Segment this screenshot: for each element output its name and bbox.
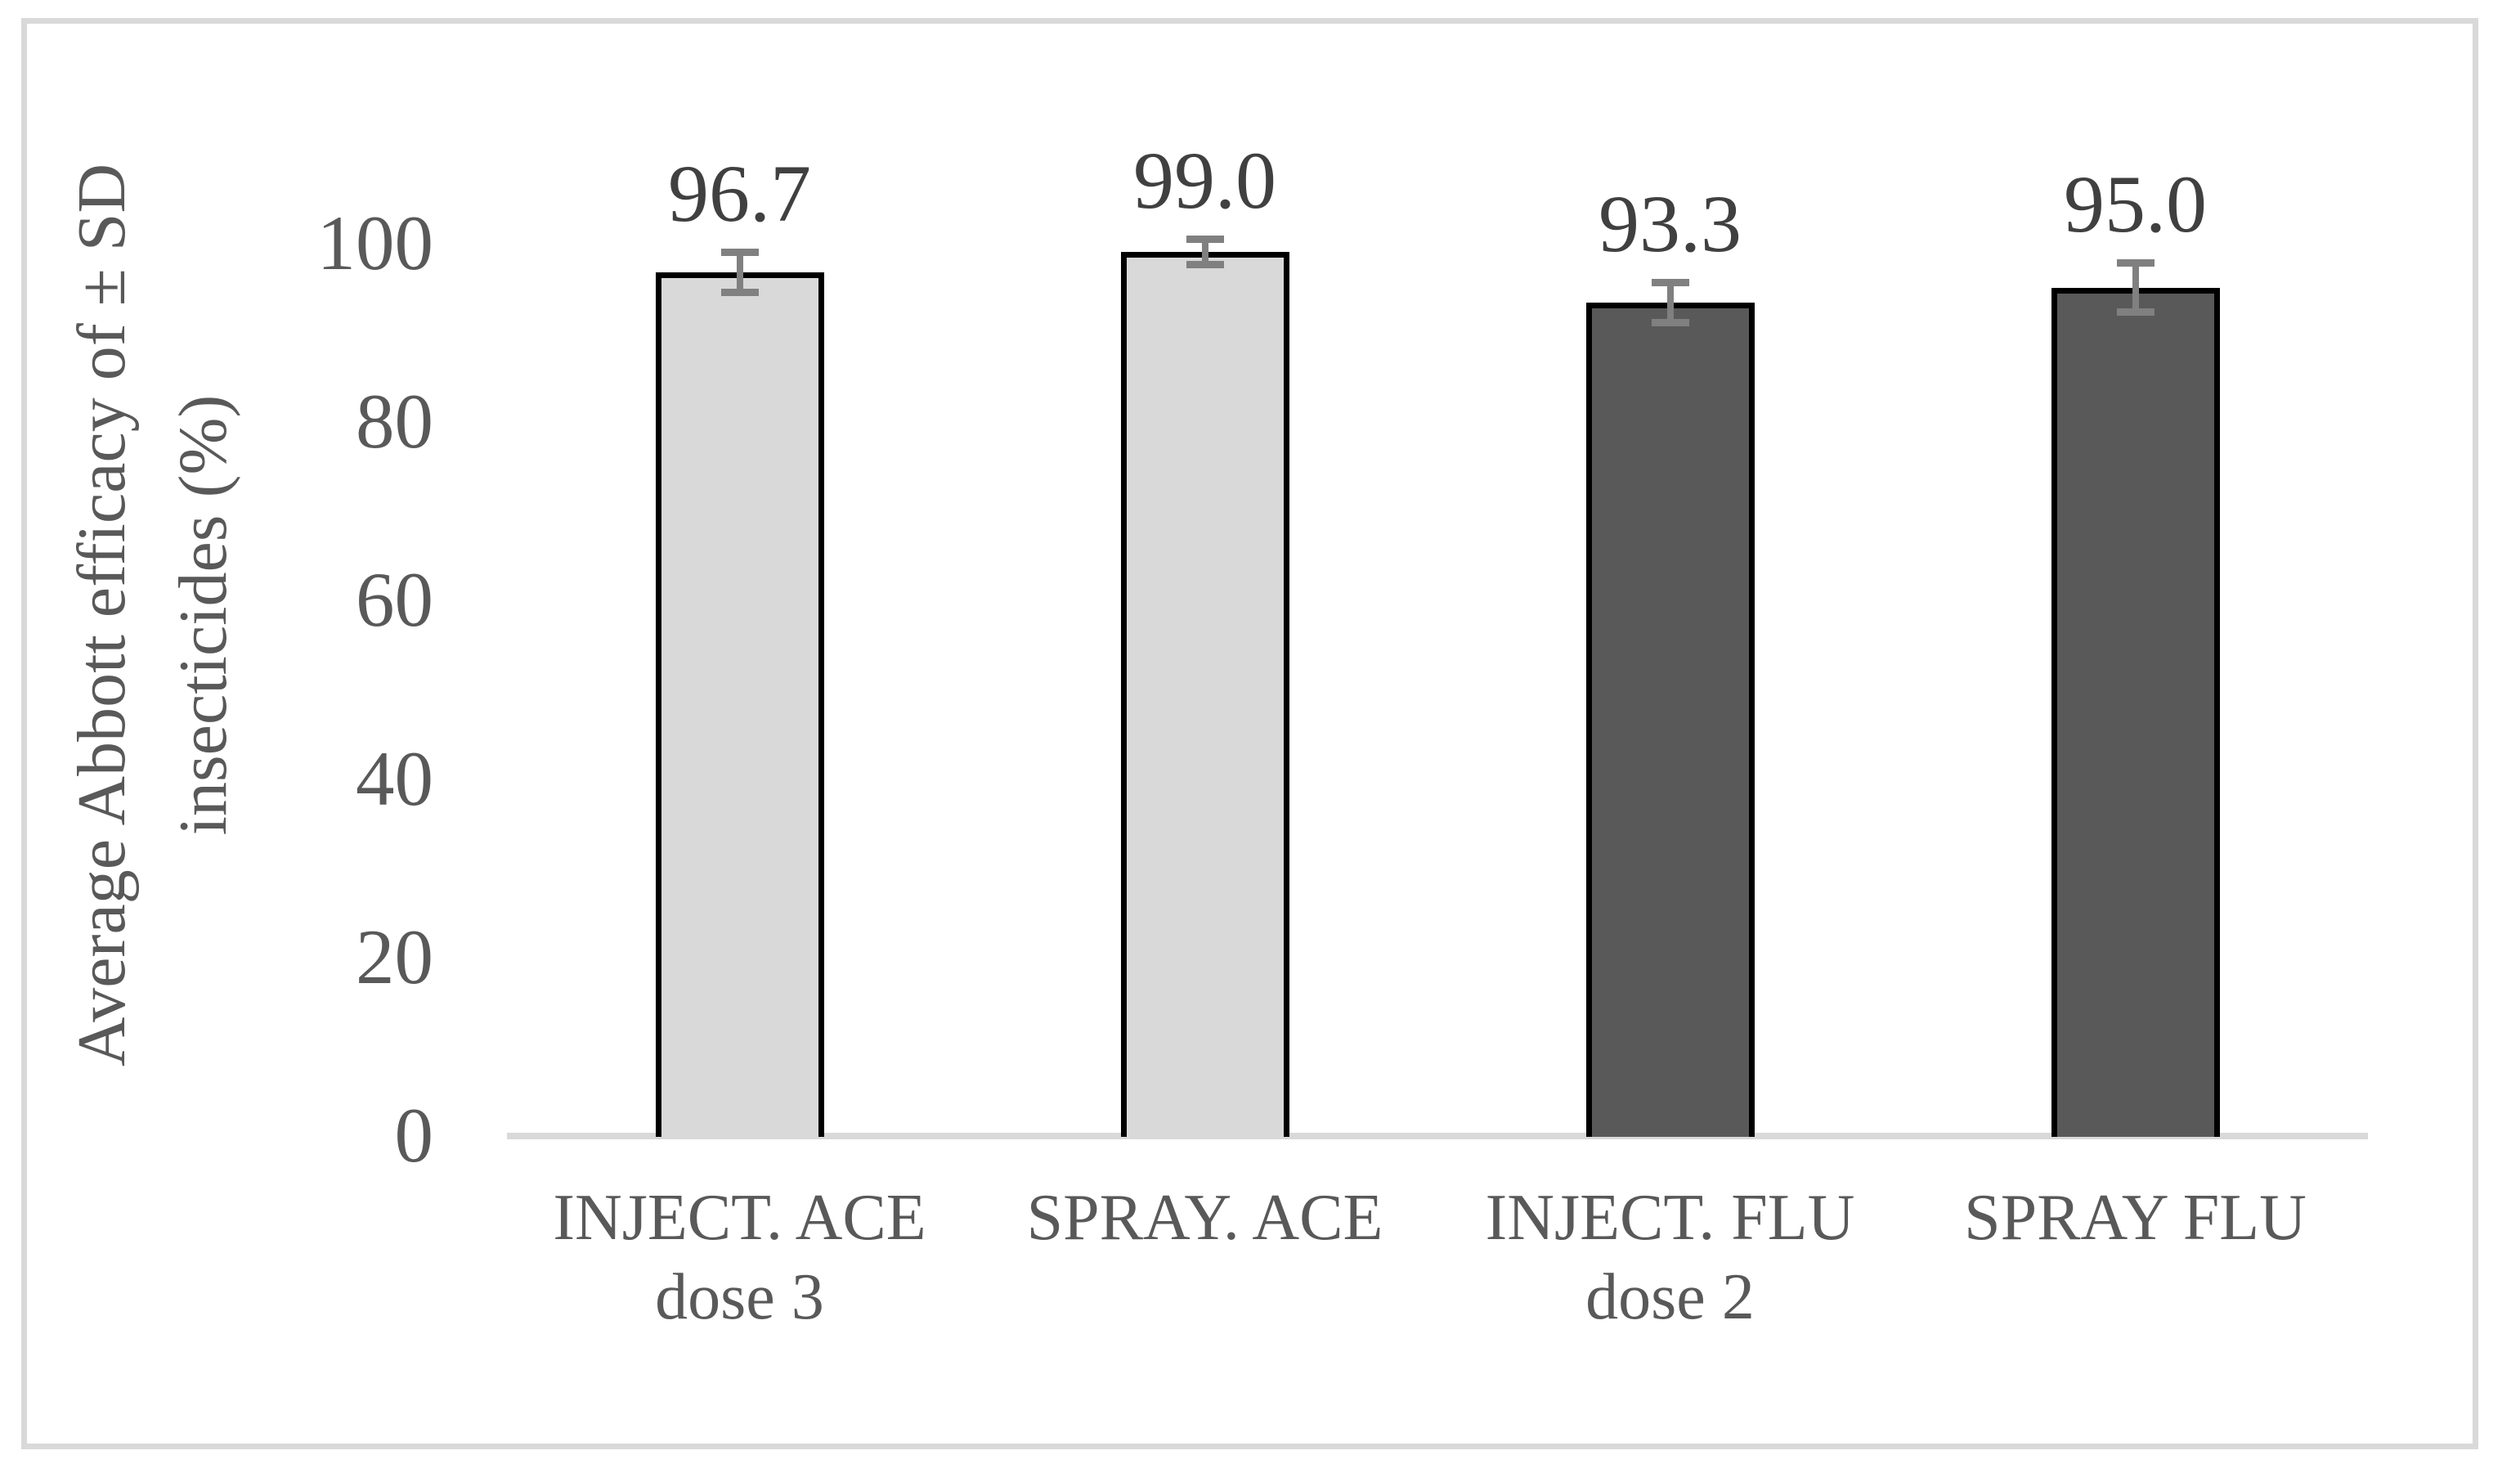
bar-1 xyxy=(655,272,824,1137)
error-bar-bottom-cap-4 xyxy=(2116,308,2155,317)
bar-4 xyxy=(2051,287,2220,1137)
x-axis-category-label-3: INJECT. FLU dose 2 xyxy=(1442,1179,1899,1337)
x-category-line2: dose 2 xyxy=(1585,1261,1755,1333)
bar-3 xyxy=(1585,303,1755,1137)
bar-value-label-1: 96.7 xyxy=(668,147,811,239)
y-tick-label-60: 60 xyxy=(356,556,433,644)
error-bar-stem-4 xyxy=(2132,263,2139,313)
error-bar-top-cap-2 xyxy=(1186,235,1224,243)
x-category-line1: SPRAY. ACE xyxy=(1026,1182,1383,1254)
error-bar-stem-3 xyxy=(1666,282,1674,324)
error-bar-bottom-cap-1 xyxy=(720,289,759,297)
error-bar-stem-2 xyxy=(1201,238,1208,266)
error-bar-top-cap-3 xyxy=(1651,279,1689,286)
error-bar-bottom-cap-3 xyxy=(1651,319,1689,327)
error-bar-top-cap-4 xyxy=(2116,259,2155,267)
x-axis-category-label-2: SPRAY. ACE xyxy=(976,1179,1434,1258)
bar-value-label-2: 99.0 xyxy=(1133,134,1276,226)
x-axis-category-label-1: INJECT. ACE dose 3 xyxy=(511,1179,969,1337)
error-bar-top-cap-1 xyxy=(720,248,759,256)
y-tick-label-100: 100 xyxy=(316,200,434,286)
x-category-line1: SPRAY FLU xyxy=(1964,1182,2307,1254)
x-axis-line xyxy=(507,1133,2368,1139)
bar-value-label-3: 93.3 xyxy=(1599,178,1742,269)
x-axis-category-label-4: SPRAY FLU xyxy=(1907,1179,2365,1258)
x-category-line1: INJECT. FLU xyxy=(1485,1182,1855,1254)
figure-frame xyxy=(21,18,2478,1449)
bar-value-label-4: 95.0 xyxy=(2064,159,2207,249)
y-tick-label-80: 80 xyxy=(356,378,433,465)
y-tick-label-0: 0 xyxy=(394,1092,434,1179)
error-bar-stem-1 xyxy=(736,251,743,294)
x-category-line1: INJECT. ACE xyxy=(553,1182,926,1254)
x-category-line2: dose 3 xyxy=(655,1261,824,1333)
y-tick-label-20: 20 xyxy=(356,913,433,1000)
error-bar-bottom-cap-2 xyxy=(1186,261,1224,269)
y-tick-label-40: 40 xyxy=(356,734,433,822)
bar-2 xyxy=(1120,251,1289,1137)
